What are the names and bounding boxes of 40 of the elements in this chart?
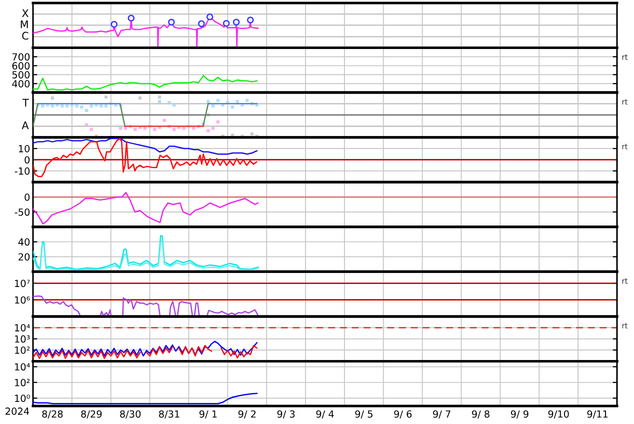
y-tick-label: 600 (12, 62, 30, 70)
y-tick-label: 700 (12, 53, 30, 61)
y-tick-label: 10² (15, 346, 30, 354)
x-tick-label: 9/ 5 (355, 410, 372, 418)
y-tick-label: 10⁷ (15, 280, 30, 288)
x-tick-label: 9/ 6 (394, 410, 412, 418)
y-tick-label: 10² (15, 378, 30, 386)
y-tick-label: 10⁰ (15, 394, 30, 402)
y-tick-label: 0 (24, 194, 30, 201)
ref-line-label: T (22, 98, 29, 107)
y-tick-label: 10⁶ (15, 296, 30, 304)
ref-line-label: C (22, 32, 28, 40)
x-tick-label: 8/29 (81, 410, 102, 418)
x-tick-label: 8/30 (120, 410, 141, 418)
x-tick-label: 9/10 (548, 410, 569, 418)
y-tick-label: -10 (14, 167, 30, 175)
y-tick-label: 40 (18, 238, 30, 246)
y-tick-label: 10 (18, 145, 30, 152)
x-tick-label: 9/11 (587, 410, 608, 418)
x-tick-label: 9/ 8 (472, 410, 490, 418)
ref-line-label: A (22, 122, 29, 130)
x-tick-label: 9/ 9 (510, 410, 528, 418)
x-tick-label: 8/31 (159, 410, 180, 418)
y-tick-label: 10³ (15, 335, 30, 343)
y-tick-label: 500 (12, 71, 30, 78)
x-tick-label: 9/ 2 (238, 410, 256, 418)
x-axis-title: 2024 (6, 408, 30, 415)
x-tick-label: 9/ 1 (199, 410, 217, 418)
y-tick-label: 20 (18, 253, 30, 261)
x-tick-label: 9/ 7 (433, 410, 450, 418)
y-tick-label: 400 (12, 80, 30, 88)
ref-line-label: M (20, 20, 28, 28)
y-tick-label: -50 (14, 208, 30, 216)
y-tick-label: 0 (24, 156, 30, 164)
y-tick-label: 10⁴ (15, 363, 30, 371)
y-tick-label: 10⁴ (15, 324, 30, 332)
x-tick-label: 8/28 (42, 410, 63, 418)
x-tick-label: 9/ 3 (277, 410, 295, 418)
ref-line-label: X (22, 9, 29, 17)
x-tick-label: 9/ 4 (316, 410, 334, 418)
